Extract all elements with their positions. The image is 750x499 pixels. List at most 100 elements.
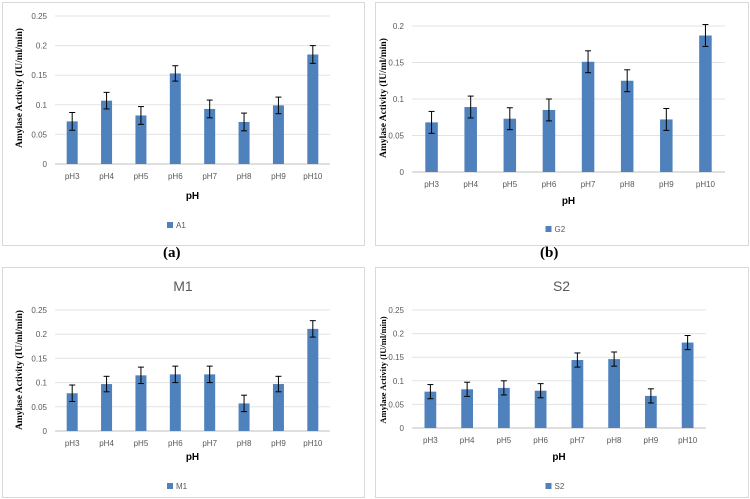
x-tick-label: pH7 — [202, 439, 217, 448]
legend-swatch — [545, 483, 552, 489]
bar — [461, 389, 474, 428]
x-tick-label: pH7 — [202, 172, 217, 181]
bar — [503, 118, 517, 172]
x-tick-label: pH5 — [497, 436, 512, 445]
y-axis-label: Amylase Activity (IU/ml/min) — [378, 316, 388, 423]
legend-label: A1 — [176, 221, 186, 230]
y-tick-label: 0.25 — [388, 306, 404, 315]
chart-title: M1 — [173, 278, 193, 294]
x-tick-label: pH6 — [168, 172, 183, 181]
bar — [425, 122, 438, 172]
bar — [497, 387, 510, 428]
x-tick-label: pH7 — [570, 436, 585, 445]
x-tick-label: pH10 — [303, 439, 323, 448]
x-tick-label: pH5 — [502, 180, 517, 189]
legend-label: M1 — [176, 482, 188, 491]
x-tick-label: pH10 — [303, 172, 323, 181]
x-tick-label: pH4 — [99, 439, 114, 448]
bar — [272, 105, 284, 164]
chart-title: S2 — [553, 278, 570, 294]
y-tick-label: 0.15 — [388, 353, 404, 362]
x-tick-label: pH3 — [65, 172, 80, 181]
bar — [135, 115, 147, 164]
x-tick-label: pH8 — [237, 439, 252, 448]
y-tick-label: 0.15 — [31, 71, 47, 80]
x-axis-label: pH — [186, 452, 199, 463]
y-tick-label: 0.05 — [388, 132, 404, 141]
x-tick-label: pH6 — [533, 436, 548, 445]
y-axis-label: Amylase Activity (IU/ml/min) — [14, 310, 25, 430]
chart-panel-0: 0 0.05 0.1 0.15 0.2 0.25 pH3 pH4 pH5 pH6 pH7 pH8 pH9… — [2, 2, 365, 246]
y-tick-label: 0.1 — [393, 95, 405, 104]
y-tick-label: 0 — [43, 427, 48, 436]
x-tick-label: pH5 — [134, 172, 149, 181]
x-tick-label: pH10 — [696, 180, 716, 189]
x-axis-label: pH — [562, 196, 575, 207]
bar — [135, 375, 147, 431]
legend-swatch — [167, 483, 173, 489]
bar — [169, 374, 181, 431]
panel-caption-b: (b) — [540, 245, 559, 261]
bar — [307, 328, 319, 431]
y-tick-label: 0.15 — [388, 59, 404, 68]
x-tick-label: pH9 — [271, 439, 286, 448]
y-tick-label: 0 — [400, 424, 405, 433]
x-tick-label: pH10 — [678, 436, 698, 445]
bar — [238, 121, 250, 164]
chart-panel-1: 0 0.05 0.1 0.15 0.2 pH3 pH4 pH5 pH6 pH7 pH8 pH9 pH10… — [375, 2, 749, 246]
panel-caption-a: (a) — [163, 245, 181, 261]
y-tick-label: 0.2 — [393, 22, 405, 31]
x-tick-label: pH8 — [237, 172, 252, 181]
y-tick-label: 0.05 — [31, 403, 47, 412]
chart-panel-2: 0 0.05 0.1 0.15 0.2 0.25 pH3 pH4 pH5 pH6 pH7 pH8 pH9… — [2, 267, 365, 498]
y-tick-label: 0.2 — [36, 42, 48, 51]
x-tick-label: pH4 — [460, 436, 475, 445]
y-tick-label: 0.25 — [31, 306, 47, 315]
bar — [101, 100, 113, 164]
bar — [464, 107, 477, 172]
x-tick-label: pH4 — [99, 172, 114, 181]
bar — [534, 390, 547, 428]
bar — [272, 384, 284, 431]
y-tick-label: 0.15 — [31, 354, 47, 363]
y-tick-label: 0.25 — [31, 12, 47, 21]
bar — [660, 119, 673, 172]
bar — [699, 35, 712, 172]
x-tick-label: pH6 — [168, 439, 183, 448]
y-tick-label: 0 — [43, 160, 48, 169]
chart-border — [2, 2, 365, 246]
chart-panel-3: 0 0.05 0.1 0.15 0.2 0.25 pH3 pH4 pH5 pH6 pH7 pH8 pH9… — [375, 267, 749, 498]
x-tick-label: pH4 — [463, 180, 478, 189]
bar — [204, 374, 216, 431]
x-tick-label: pH9 — [644, 436, 659, 445]
x-tick-label: pH3 — [424, 180, 439, 189]
bar — [66, 393, 78, 431]
x-tick-label: pH8 — [620, 180, 635, 189]
bar — [238, 403, 250, 431]
y-axis-label: Amylase Activity (IU/ml/min) — [378, 38, 389, 158]
x-tick-label: pH9 — [659, 180, 674, 189]
y-tick-label: 0.05 — [388, 400, 404, 409]
y-tick-label: 0.2 — [393, 330, 405, 339]
legend-label: S2 — [555, 482, 565, 491]
legend-swatch — [167, 222, 173, 228]
x-tick-label: pH6 — [542, 180, 557, 189]
legend-swatch — [545, 226, 552, 232]
bar — [101, 384, 113, 431]
bar — [424, 391, 437, 428]
bar — [608, 359, 621, 428]
bar — [66, 121, 78, 164]
bar — [307, 54, 319, 165]
x-tick-label: pH3 — [423, 436, 438, 445]
bar — [542, 109, 556, 172]
legend-label: G2 — [555, 225, 566, 234]
x-tick-label: pH7 — [581, 180, 596, 189]
y-tick-label: 0.2 — [36, 330, 48, 339]
x-axis-label: pH — [552, 452, 565, 463]
x-tick-label: pH9 — [271, 172, 286, 181]
y-tick-label: 0.1 — [36, 379, 48, 388]
y-tick-label: 0.1 — [393, 377, 405, 386]
x-tick-label: pH3 — [65, 439, 80, 448]
x-tick-label: pH8 — [607, 436, 622, 445]
